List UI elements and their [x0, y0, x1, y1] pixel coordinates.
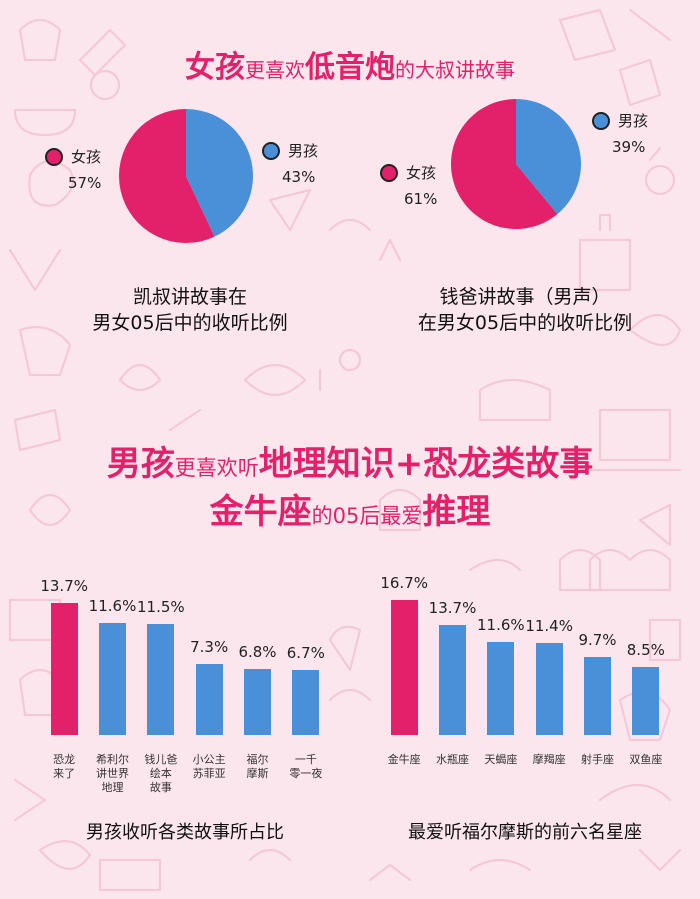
heading-taurus: 金牛座: [209, 492, 312, 532]
bar2-bar-4: [584, 656, 611, 735]
pie2-boy-pct: 39%: [612, 138, 646, 156]
bar2-category-label-2: 天蝎座: [484, 753, 518, 766]
bar1-category-label-0: 恐龙 来了: [53, 753, 76, 780]
girl-dot-icon: [380, 163, 398, 182]
pie1-boy-legend: 男孩: [262, 140, 318, 161]
bar2-value-label-5: 8.5%: [626, 640, 665, 659]
pie2-girl-legend: 女孩: [380, 162, 436, 183]
section2-heading-line1: 男孩更喜欢听地理知识+恐龙类故事: [0, 436, 700, 485]
pie1-boy-label: 男孩: [288, 142, 319, 160]
pie1-girl-legend: 女孩: [45, 146, 101, 167]
pie2-girl-slice: [451, 99, 558, 229]
heading-uncle-story: 大叔讲故事: [415, 58, 515, 82]
bar2-value-label-4: 9.7%: [578, 630, 617, 649]
bar1-value-label-4: 6.8%: [238, 643, 277, 662]
bar1-bar-4: [244, 669, 271, 735]
bar1-value-label-3: 7.3%: [190, 638, 229, 657]
section1-heading: 女孩更喜欢低音炮的大叔讲故事: [0, 42, 700, 86]
pie1-caption-line1: 凯叔讲故事在: [132, 286, 247, 308]
pie1-caption-line2: 男女05后中的收听比例: [92, 312, 288, 334]
bar2-category-label-3: 摩羯座: [532, 753, 566, 766]
bar2-category-label-5: 双鱼座: [629, 753, 663, 766]
bar2-value-label-3: 11.4%: [525, 617, 573, 636]
pie1-caption: 凯叔讲故事在 男女05后中的收听比例: [60, 284, 320, 336]
bar1-bar-0: [50, 602, 78, 735]
pie-chart-kaishu: [119, 109, 254, 243]
pie1-girl-slice: [119, 109, 215, 243]
bar1-bar-3: [195, 664, 223, 735]
bar2-value-label-0: 16.7%: [380, 574, 428, 593]
heading-more-like-listen: 更喜欢听: [174, 456, 259, 480]
boy-dot-icon: [262, 141, 280, 160]
pie2-girl-pct: 61%: [404, 190, 438, 208]
heading-bass: 低音炮: [305, 50, 395, 85]
bar2-bar-5: [632, 666, 660, 735]
bar2-category-label-0: 金牛座: [387, 753, 421, 766]
pie2-boy-label: 男孩: [618, 112, 649, 130]
bar1-title: 男孩收听各类故事所占比: [86, 822, 284, 843]
bar2-category-label-4: 射手座: [581, 753, 614, 766]
heading-girl: 女孩: [185, 50, 245, 85]
girl-dot-icon: [45, 147, 63, 166]
bar1-bar-1: [99, 622, 126, 735]
heading-de: 的: [395, 58, 415, 82]
pie1-girl-pct: 57%: [68, 174, 102, 192]
heading-more-like: 更喜欢: [245, 58, 305, 82]
bar1-category-label-1: 希利尔 讲世界 地理: [96, 753, 129, 794]
bar2-bar-3: [535, 643, 563, 735]
pie1-boy-pct: 43%: [282, 168, 316, 186]
pie2-caption: 钱爸讲故事（男声） 在男女05后中的收听比例: [395, 284, 655, 336]
bar2-category-label-1: 水瓶座: [436, 753, 469, 766]
bar1-category-label-5: 一千 零一夜: [289, 753, 323, 780]
pie2-caption-line2: 在男女05后中的收听比例: [417, 312, 633, 334]
bar1-value-label-2: 11.5%: [137, 597, 185, 616]
bar-chart-story-types: 13.7% 恐龙 来了 11.6% 希利尔 讲世界 地理 11.5% 钱儿爸 绘本 故事 7.3% 小公…: [40, 560, 330, 820]
bar1-value-label-5: 6.7%: [286, 644, 325, 663]
heading-boy: 男孩: [106, 444, 175, 484]
bar1-category-label-2: 钱儿爸 绘本 故事: [144, 753, 178, 794]
bar1-category-label-3: 小公主 苏菲亚: [192, 753, 226, 780]
bar2-title: 最爱听福尔摩斯的前六名星座: [408, 822, 642, 843]
bar1-bar-2: [147, 623, 175, 735]
pie1-boy-slice: [186, 109, 254, 237]
bar1-bar-5: [292, 670, 320, 735]
bar2-bar-1: [439, 624, 466, 735]
bar2-value-label-2: 11.6%: [477, 615, 525, 634]
bar1-category-label-4: 福尔 摩斯: [246, 753, 269, 780]
bar2-value-label-1: 13.7%: [428, 598, 477, 617]
bar1-value-label-1: 11.6%: [88, 596, 137, 615]
bar2-bar-2: [487, 641, 515, 735]
boy-dot-icon: [592, 111, 610, 130]
heading-geo-dino: 地理知识+恐龙类故事: [258, 444, 594, 484]
pie-chart-qianba: [451, 99, 581, 229]
pie2-boy-slice: [516, 99, 581, 215]
section2-heading-line2: 金牛座的05后最爱推理: [0, 484, 700, 533]
heading-reasoning: 推理: [422, 492, 491, 532]
pie1-girl-label: 女孩: [71, 148, 102, 166]
pie2-girl-label: 女孩: [406, 164, 437, 182]
bar1-value-label-0: 13.7%: [40, 576, 88, 595]
pie2-boy-legend: 男孩: [592, 110, 648, 131]
heading-05-favorite: 的05后最爱: [311, 504, 423, 528]
bar2-bar-0: [390, 600, 418, 735]
bar-chart-constellations: 16.7% 金牛座 13.7% 水瓶座 11.6% 天蝎座 11.4% 摩羯座 9.7% 射手座 8…: [380, 560, 670, 820]
pie2-caption-line1: 钱爸讲故事（男声）: [439, 286, 611, 308]
